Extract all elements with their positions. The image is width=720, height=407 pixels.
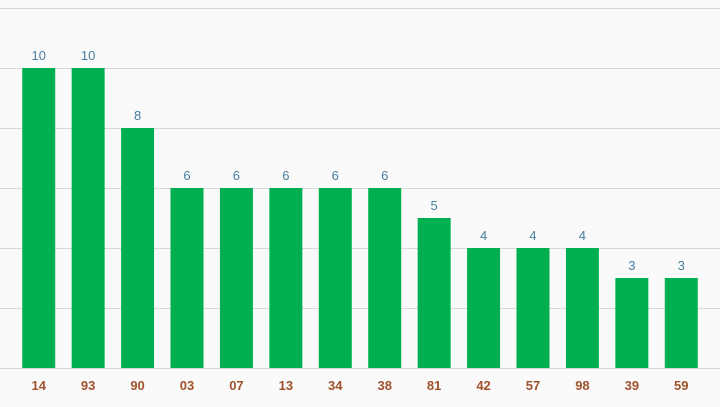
category-label-07: 07: [229, 378, 243, 393]
category-label-38: 38: [377, 378, 391, 393]
bar-81[interactable]: [417, 218, 451, 368]
value-label-34: 6: [332, 168, 339, 183]
bar-57[interactable]: [516, 248, 550, 368]
category-label-81: 81: [427, 378, 441, 393]
value-label-57: 4: [529, 228, 536, 243]
bar-39[interactable]: [615, 278, 649, 368]
bar-03[interactable]: [170, 188, 204, 368]
value-label-13: 6: [282, 168, 289, 183]
bar-07[interactable]: [219, 188, 253, 368]
category-label-59: 59: [674, 378, 688, 393]
category-label-03: 03: [180, 378, 194, 393]
category-label-93: 93: [81, 378, 95, 393]
bar-90[interactable]: [121, 128, 155, 368]
value-label-42: 4: [480, 228, 487, 243]
bar-14[interactable]: [22, 68, 56, 368]
value-label-81: 5: [431, 198, 438, 213]
bar-38[interactable]: [368, 188, 402, 368]
bar-98[interactable]: [565, 248, 599, 368]
value-label-03: 6: [183, 168, 190, 183]
value-label-38: 6: [381, 168, 388, 183]
bar-13[interactable]: [269, 188, 303, 368]
value-label-93: 10: [81, 48, 95, 63]
value-label-59: 3: [678, 258, 685, 273]
category-label-98: 98: [575, 378, 589, 393]
category-label-39: 39: [625, 378, 639, 393]
category-label-14: 14: [31, 378, 46, 393]
value-label-07: 6: [233, 168, 240, 183]
bar-59[interactable]: [664, 278, 698, 368]
value-label-98: 4: [579, 228, 586, 243]
category-label-42: 42: [476, 378, 490, 393]
category-label-90: 90: [130, 378, 144, 393]
value-label-14: 10: [31, 48, 45, 63]
category-label-57: 57: [526, 378, 540, 393]
value-label-39: 3: [628, 258, 635, 273]
bar-93[interactable]: [71, 68, 105, 368]
category-label-13: 13: [279, 378, 293, 393]
bar-42[interactable]: [467, 248, 501, 368]
value-label-90: 8: [134, 108, 141, 123]
category-label-34: 34: [328, 378, 343, 393]
bar-34[interactable]: [318, 188, 352, 368]
